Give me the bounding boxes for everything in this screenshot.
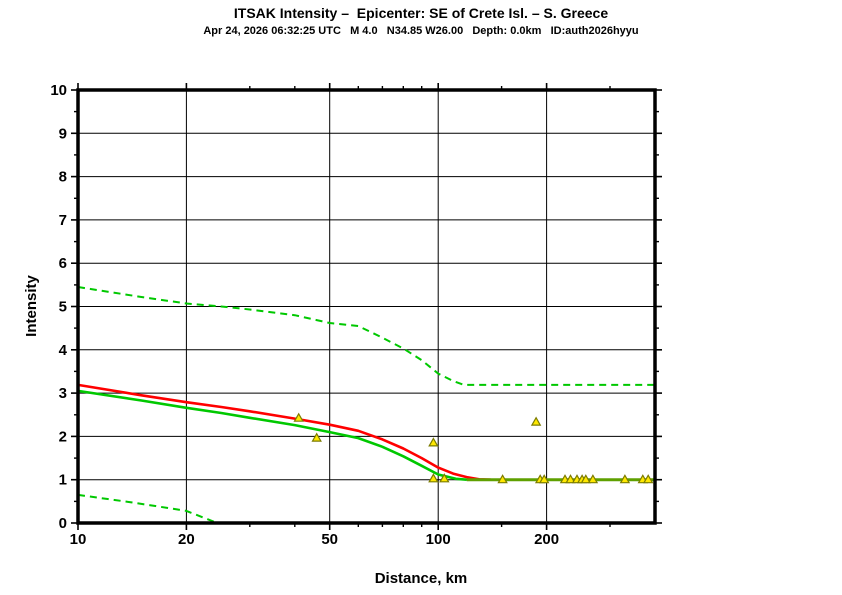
y-axis-title: Intensity [23,275,40,337]
data-point-triangle [439,473,450,483]
y-tick-label: 3 [59,385,67,402]
y-tick-label: 7 [59,212,67,229]
data-point-triangle [428,437,439,447]
x-tick-label: 200 [534,531,559,548]
data-point-triangle [530,416,542,426]
curve-attenuation-model-red [77,383,491,481]
chart-title: ITSAK Intensity – Epicenter: SE of Crete… [233,5,609,21]
data-point-triangle [642,474,654,484]
x-tick-label: 10 [70,531,87,548]
y-tick-label: 10 [50,82,67,99]
data-point-triangle [580,474,592,484]
data-point-triangle [428,473,439,483]
curve-attenuation-model-green [77,389,467,481]
curve-upper-sigma-bound [77,286,655,386]
y-tick-label: 6 [59,255,67,272]
y-tick-label: 9 [59,125,67,142]
x-tick-label: 50 [321,531,338,548]
y-tick-label: 5 [59,299,67,316]
data-point-triangle [311,432,322,442]
data-point-triangle [587,474,599,484]
data-point-triangle [497,474,508,484]
x-tick-label: 100 [426,531,451,548]
y-tick-label: 8 [59,169,67,186]
y-tick-label: 2 [59,428,67,445]
x-tick-label: 20 [178,531,195,548]
chart-subtitle: Apr 24, 2026 06:32:25 UTC M 4.0 N34.85 W… [203,25,639,37]
data-point-triangle [619,474,631,484]
data-point-triangle [565,474,576,484]
y-tick-label: 4 [59,342,68,359]
y-tick-label: 1 [59,472,67,489]
data-point-triangle [538,474,550,484]
curve-lower-sigma-bound [77,493,216,524]
x-axis-title: Distance, km [375,570,468,587]
y-tick-label: 0 [59,515,67,532]
data-point-triangle [293,412,304,422]
